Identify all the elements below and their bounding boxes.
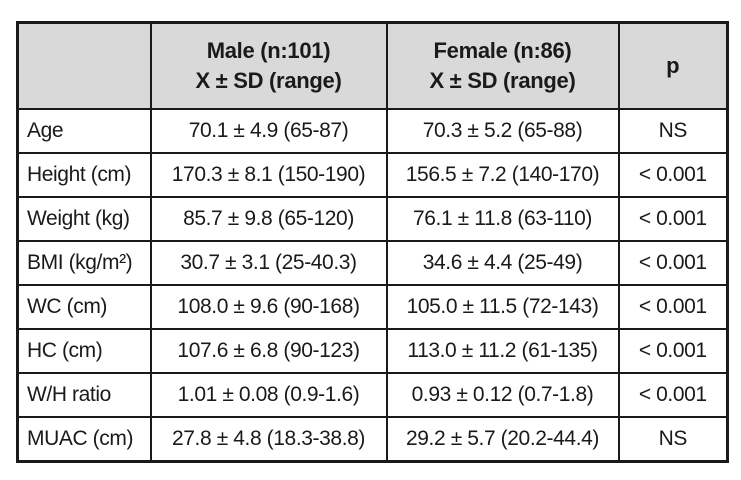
p-value: < 0.001 <box>617 196 729 242</box>
row-label: WC (cm) <box>16 284 152 330</box>
header-female-cell: Female (n:86) X ± SD (range) <box>385 21 620 110</box>
male-value: 170.3 ± 8.1 (150-190) <box>149 152 388 198</box>
header-male-subtitle: X ± SD (range) <box>195 68 342 93</box>
table-row-hc: HC (cm) 107.6 ± 6.8 (90-123) 113.0 ± 11.… <box>16 328 729 374</box>
header-male-title: Male (n:101) <box>206 38 331 64</box>
p-value: < 0.001 <box>617 152 729 198</box>
table-row-age: Age 70.1 ± 4.9 (65-87) 70.3 ± 5.2 (65-88… <box>16 108 729 154</box>
row-label: BMI (kg/m²) <box>16 240 152 286</box>
p-value: NS <box>617 416 729 462</box>
header-male-cell: Male (n:101) X ± SD (range) <box>149 21 388 110</box>
female-value: 113.0 ± 11.2 (61-135) <box>385 328 620 374</box>
male-value: 107.6 ± 6.8 (90-123) <box>149 328 388 374</box>
row-label: W/H ratio <box>16 372 152 418</box>
male-value: 1.01 ± 0.08 (0.9-1.6) <box>149 372 388 418</box>
statistics-table-container: Male (n:101) X ± SD (range) Female (n:86… <box>16 21 729 463</box>
male-value: 30.7 ± 3.1 (25-40.3) <box>149 240 388 286</box>
table-header: Male (n:101) X ± SD (range) Female (n:86… <box>16 21 729 110</box>
male-value: 85.7 ± 9.8 (65-120) <box>149 196 388 242</box>
male-value: 108.0 ± 9.6 (90-168) <box>149 284 388 330</box>
anthropometric-statistics-table: Male (n:101) X ± SD (range) Female (n:86… <box>16 21 729 463</box>
male-value: 70.1 ± 4.9 (65-87) <box>149 108 388 154</box>
header-p-cell: p <box>617 21 729 110</box>
female-value: 156.5 ± 7.2 (140-170) <box>385 152 620 198</box>
row-label: Height (cm) <box>16 152 152 198</box>
table-row-wh-ratio: W/H ratio 1.01 ± 0.08 (0.9-1.6) 0.93 ± 0… <box>16 372 729 418</box>
row-label: Age <box>16 108 152 154</box>
female-value: 34.6 ± 4.4 (25-49) <box>385 240 620 286</box>
female-value: 76.1 ± 11.8 (63-110) <box>385 196 620 242</box>
p-value: < 0.001 <box>617 372 729 418</box>
p-value: < 0.001 <box>617 284 729 330</box>
table-row-height: Height (cm) 170.3 ± 8.1 (150-190) 156.5 … <box>16 152 729 198</box>
table-row-bmi: BMI (kg/m²) 30.7 ± 3.1 (25-40.3) 34.6 ± … <box>16 240 729 286</box>
row-label: MUAC (cm) <box>16 416 152 462</box>
table-row-weight: Weight (kg) 85.7 ± 9.8 (65-120) 76.1 ± 1… <box>16 196 729 242</box>
table-row-wc: WC (cm) 108.0 ± 9.6 (90-168) 105.0 ± 11.… <box>16 284 729 330</box>
female-value: 0.93 ± 0.12 (0.7-1.8) <box>385 372 620 418</box>
p-value: < 0.001 <box>617 240 729 286</box>
female-value: 70.3 ± 5.2 (65-88) <box>385 108 620 154</box>
header-row: Male (n:101) X ± SD (range) Female (n:86… <box>16 21 729 110</box>
header-female-subtitle: X ± SD (range) <box>429 68 576 93</box>
header-female-title: Female (n:86) <box>433 38 572 64</box>
row-label: Weight (kg) <box>16 196 152 242</box>
female-value: 105.0 ± 11.5 (72-143) <box>385 284 620 330</box>
table-row-muac: MUAC (cm) 27.8 ± 4.8 (18.3-38.8) 29.2 ± … <box>16 416 729 462</box>
row-label: HC (cm) <box>16 328 152 374</box>
p-value: NS <box>617 108 729 154</box>
female-value: 29.2 ± 5.7 (20.2-44.4) <box>385 416 620 462</box>
table-body: Age 70.1 ± 4.9 (65-87) 70.3 ± 5.2 (65-88… <box>16 108 729 462</box>
header-empty-cell <box>16 21 152 110</box>
male-value: 27.8 ± 4.8 (18.3-38.8) <box>149 416 388 462</box>
p-value: < 0.001 <box>617 328 729 374</box>
